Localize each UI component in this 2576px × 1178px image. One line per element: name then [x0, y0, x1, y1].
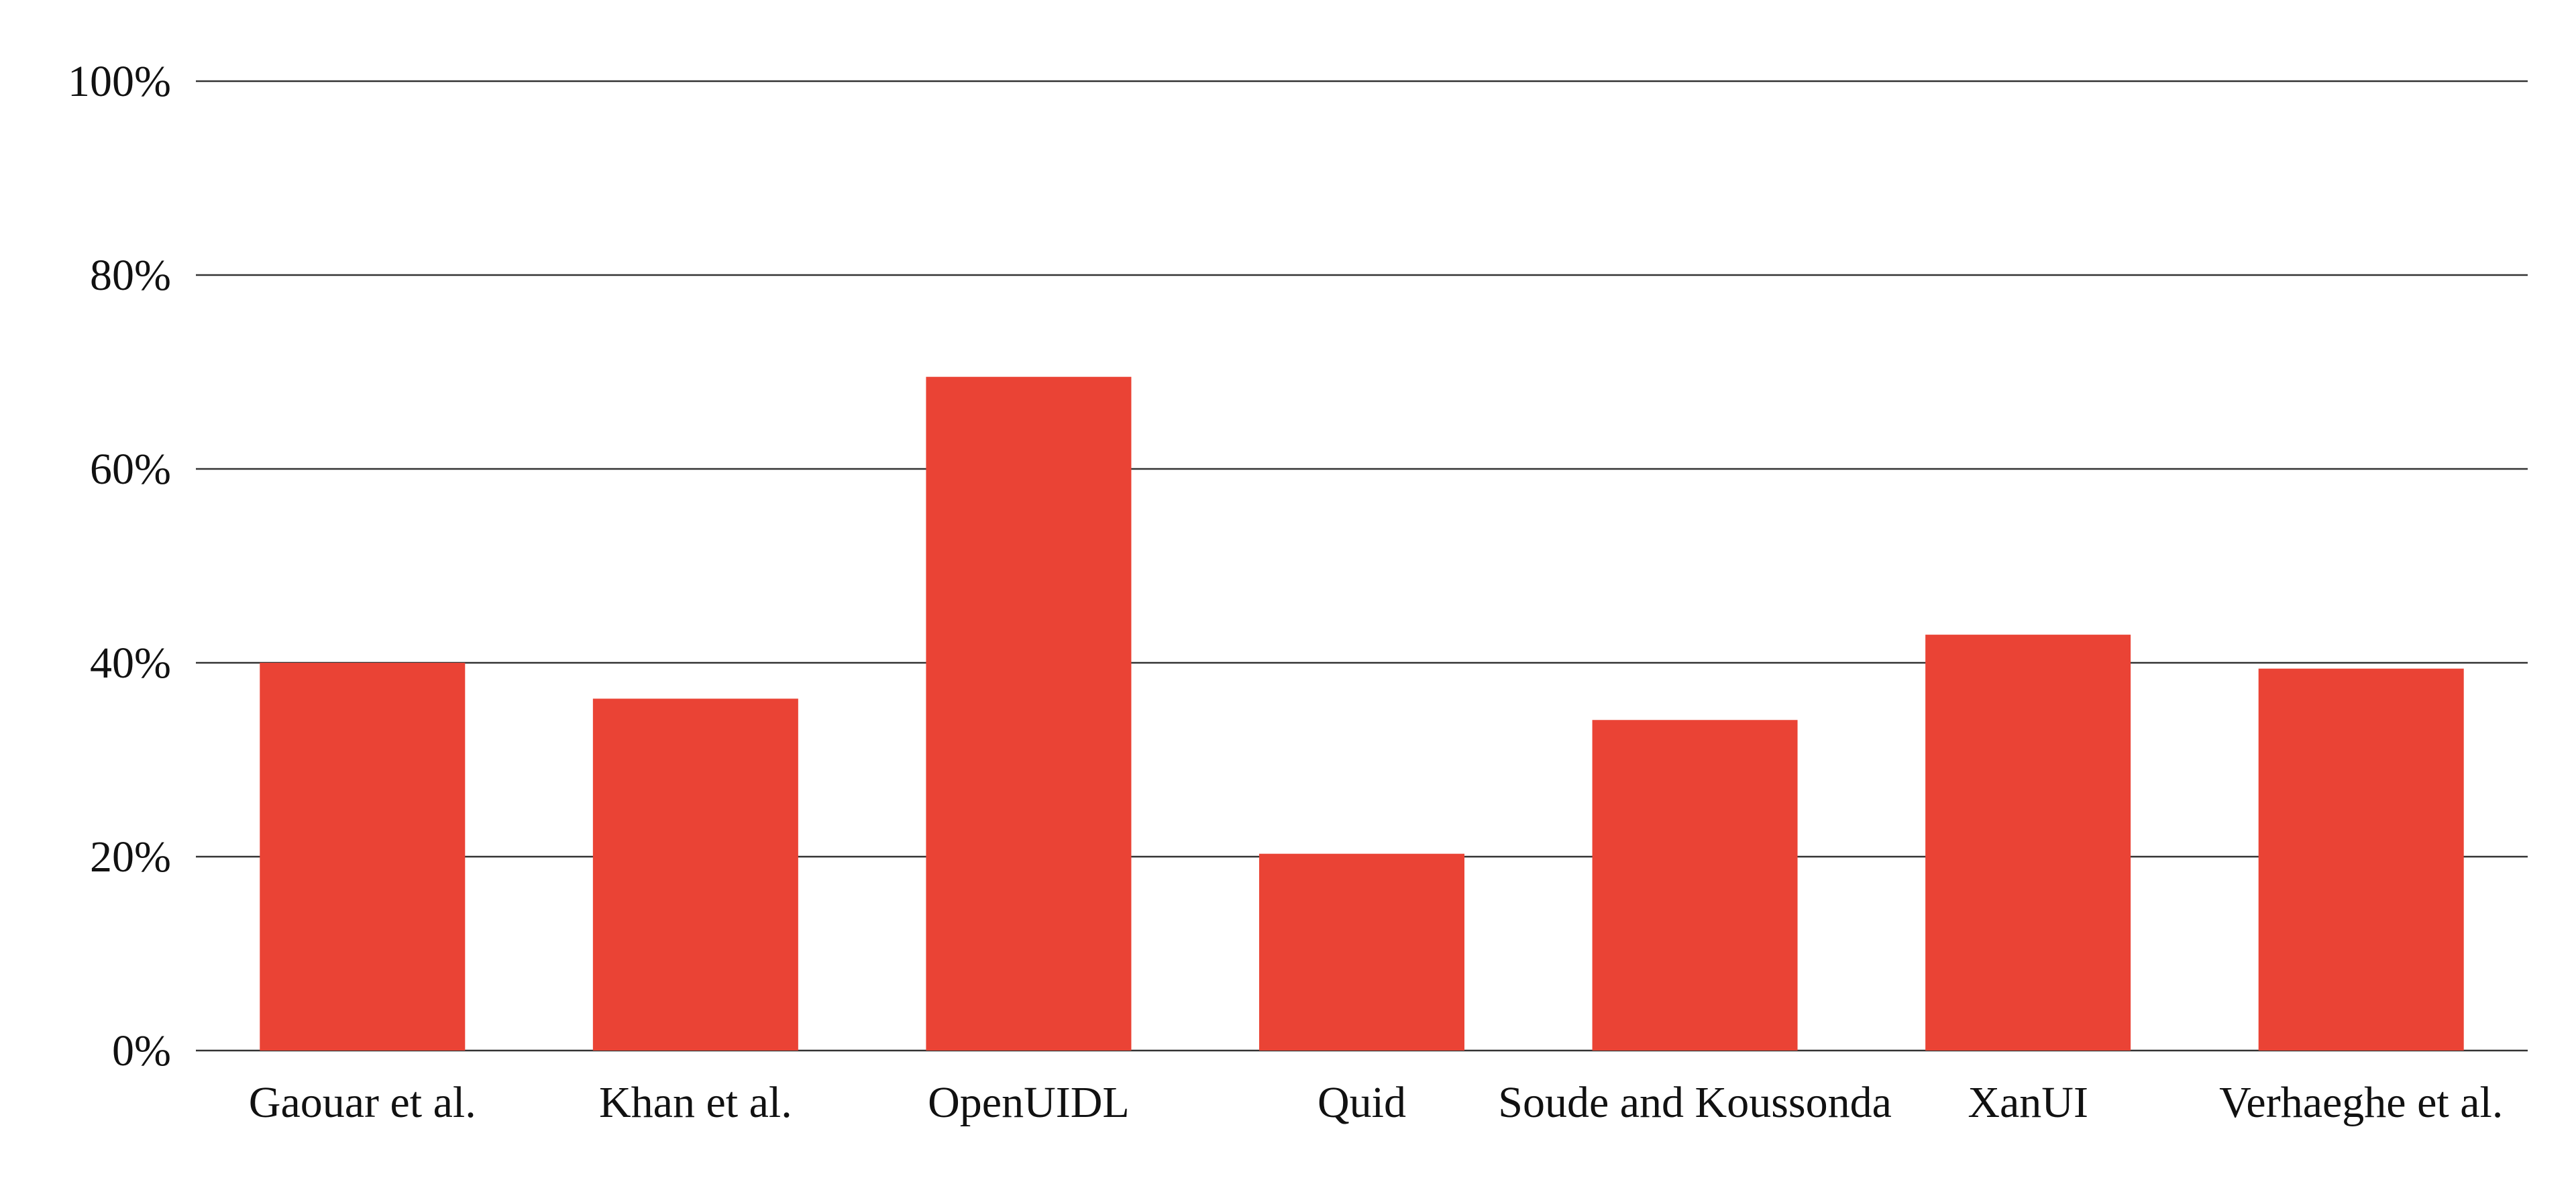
- y-tick-label: 80%: [90, 251, 171, 300]
- x-category-label: Quid: [1318, 1078, 1406, 1127]
- x-category-label: XanUI: [1968, 1078, 2088, 1127]
- y-tick-label: 0%: [112, 1026, 171, 1075]
- bar: [260, 663, 466, 1051]
- x-category-label: OpenUIDL: [928, 1078, 1130, 1127]
- bar: [1925, 635, 2131, 1051]
- x-category-label: Soude and Koussonda: [1498, 1078, 1892, 1127]
- bar: [1592, 720, 1798, 1051]
- y-tick-label: 60%: [90, 445, 171, 494]
- bar: [2258, 668, 2464, 1051]
- bar: [592, 698, 798, 1051]
- x-category-label: Khan et al.: [599, 1078, 792, 1127]
- x-category-label: Verhaeghe et al.: [2219, 1078, 2503, 1127]
- bars: [260, 376, 2464, 1051]
- x-category-label: Gaouar et al.: [249, 1078, 476, 1127]
- y-tick-label: 100%: [68, 57, 171, 106]
- y-axis-tick-labels: 0% 20% 40% 60% 80% 100%: [68, 57, 171, 1075]
- x-axis-category-labels: Gaouar et al. Khan et al. OpenUIDL Quid Soud…: [249, 1078, 2504, 1127]
- y-tick-label: 40%: [90, 639, 171, 688]
- y-tick-label: 20%: [90, 833, 171, 881]
- bar: [1259, 853, 1464, 1051]
- gridlines: [196, 80, 2528, 1052]
- bar: [926, 376, 1132, 1051]
